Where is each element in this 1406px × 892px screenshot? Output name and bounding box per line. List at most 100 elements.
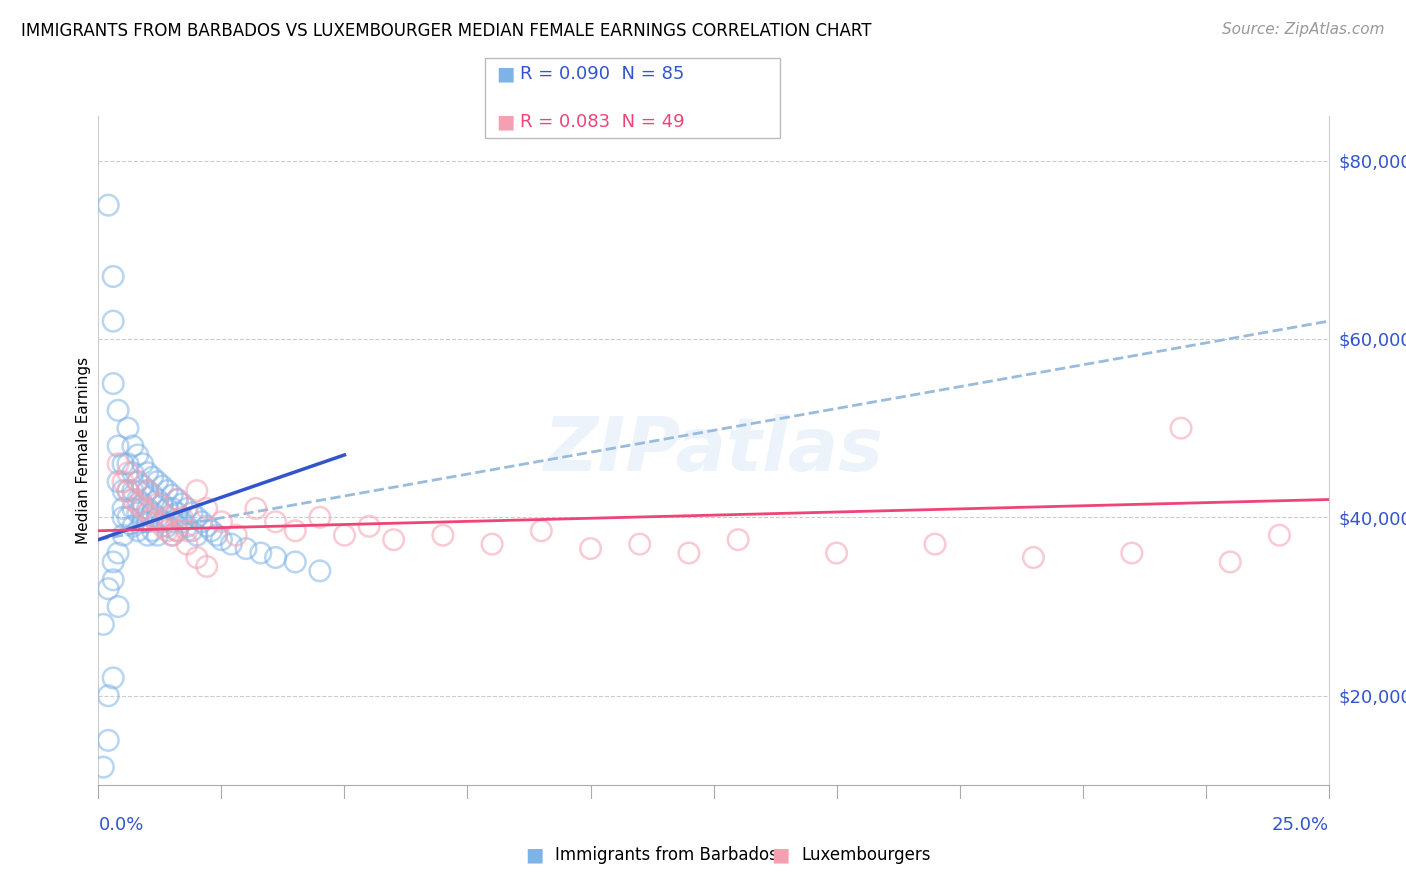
Point <box>112 528 135 542</box>
Point <box>146 515 169 529</box>
Point <box>166 524 188 538</box>
Point <box>112 475 135 489</box>
Point <box>156 524 179 538</box>
Point <box>211 515 233 529</box>
Point <box>107 546 129 560</box>
Point <box>146 475 169 489</box>
Point <box>107 599 129 614</box>
Point <box>141 524 165 538</box>
Text: ■: ■ <box>770 845 790 864</box>
Point <box>103 376 125 391</box>
Point <box>359 519 381 533</box>
Point <box>136 506 159 520</box>
Point <box>152 519 174 533</box>
Text: Luxembourgers: Luxembourgers <box>801 846 931 863</box>
Point <box>112 483 135 498</box>
Point <box>127 492 149 507</box>
Text: ■: ■ <box>496 64 515 84</box>
Point <box>97 733 120 747</box>
Point <box>186 510 208 524</box>
Point <box>172 515 194 529</box>
Point <box>127 448 149 462</box>
Point <box>191 515 214 529</box>
Point <box>481 537 503 551</box>
Text: ZIPatlas: ZIPatlas <box>544 414 883 487</box>
Point <box>107 475 129 489</box>
Point <box>93 617 115 632</box>
Point <box>156 501 179 516</box>
Point <box>166 492 188 507</box>
Point <box>176 537 198 551</box>
Point <box>166 492 188 507</box>
Point <box>132 497 155 511</box>
Point <box>127 475 149 489</box>
Point <box>186 550 208 565</box>
Point <box>136 515 159 529</box>
Point <box>172 510 194 524</box>
Point <box>117 483 139 498</box>
Point <box>176 524 198 538</box>
Point <box>122 483 145 498</box>
Text: 25.0%: 25.0% <box>1271 816 1329 834</box>
Point <box>141 470 165 484</box>
Point <box>103 573 125 587</box>
Point <box>152 479 174 493</box>
Point <box>152 515 174 529</box>
Text: Immigrants from Barbados: Immigrants from Barbados <box>555 846 779 863</box>
Point <box>284 555 307 569</box>
Point <box>146 497 169 511</box>
Point <box>112 510 135 524</box>
Point <box>136 483 159 498</box>
Point <box>166 524 188 538</box>
Point <box>180 524 204 538</box>
Point <box>211 533 233 547</box>
Point <box>195 559 218 574</box>
Point <box>136 528 159 542</box>
Point <box>264 550 287 565</box>
Point <box>186 483 208 498</box>
Point <box>97 689 120 703</box>
Point <box>250 546 273 560</box>
Point <box>162 501 183 516</box>
Point <box>727 533 749 547</box>
Point <box>103 555 125 569</box>
Point <box>132 457 155 471</box>
Point <box>166 506 188 520</box>
Point <box>97 198 120 212</box>
Point <box>382 533 405 547</box>
Point <box>152 497 174 511</box>
Point <box>122 466 145 480</box>
Point <box>132 479 155 493</box>
Point <box>309 564 332 578</box>
Point <box>141 506 165 520</box>
Y-axis label: Median Female Earnings: Median Female Earnings <box>76 357 91 544</box>
Point <box>678 546 700 560</box>
Text: 0.0%: 0.0% <box>98 816 143 834</box>
Point <box>205 528 228 542</box>
Point <box>432 528 454 542</box>
Point <box>309 510 332 524</box>
Point <box>127 524 149 538</box>
Point <box>141 510 165 524</box>
Point <box>107 403 129 417</box>
Point <box>579 541 602 556</box>
Point <box>172 497 194 511</box>
Point <box>136 483 159 498</box>
Point <box>162 528 183 542</box>
Point <box>156 510 179 524</box>
Point <box>186 528 208 542</box>
Point <box>333 528 356 542</box>
Point <box>1121 546 1143 560</box>
Point <box>162 488 183 502</box>
Point <box>127 497 149 511</box>
Point <box>1170 421 1192 435</box>
Point <box>127 506 149 520</box>
Point <box>136 466 159 480</box>
Point <box>180 506 204 520</box>
Point <box>146 492 169 507</box>
Point <box>117 510 139 524</box>
Point <box>107 457 129 471</box>
Point <box>117 466 139 480</box>
Point <box>122 492 145 507</box>
Point <box>245 501 267 516</box>
